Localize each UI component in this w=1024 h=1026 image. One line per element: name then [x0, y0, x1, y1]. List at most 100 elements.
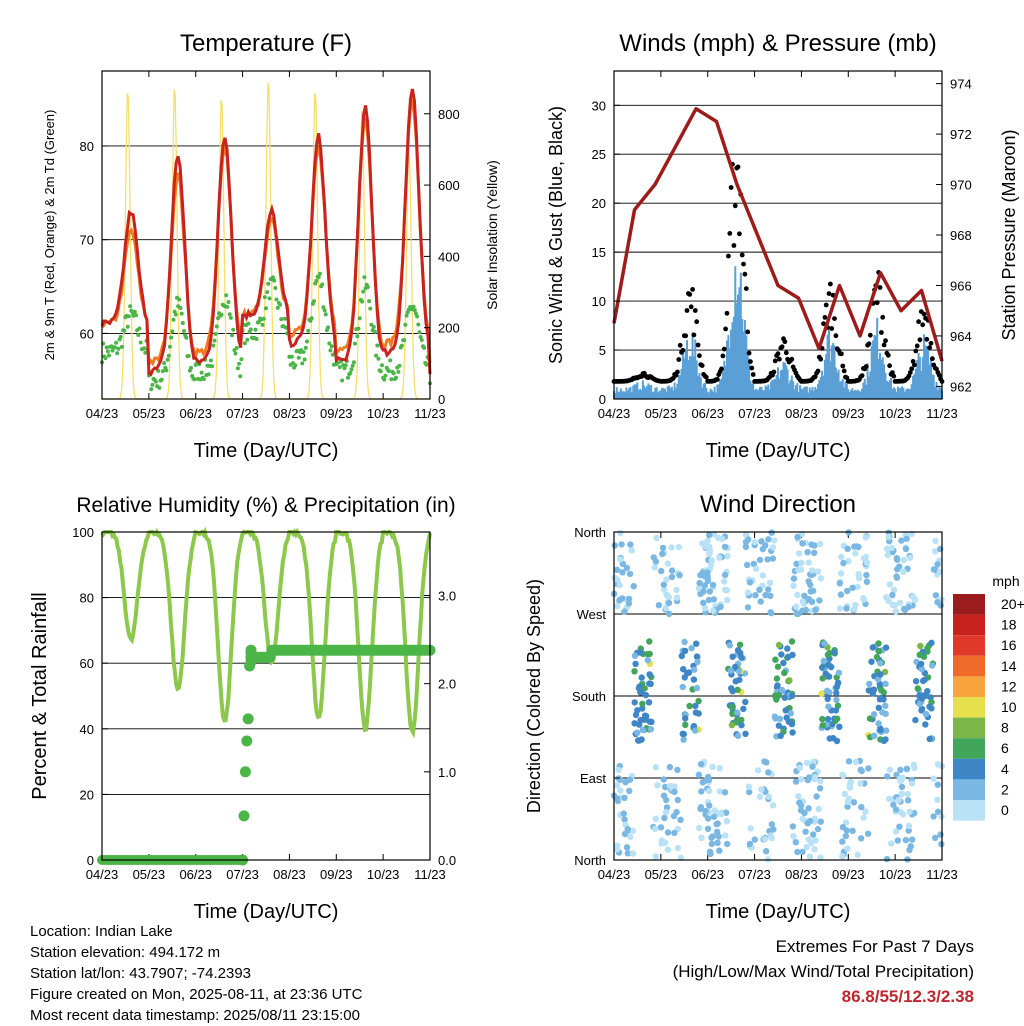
- direction-point: [744, 604, 752, 611]
- direction-point: [734, 709, 741, 716]
- dewpoint-point: [142, 346, 147, 351]
- direction-point: [663, 576, 670, 583]
- direction-point: [621, 816, 628, 823]
- y-right-tick-label: 974: [950, 77, 972, 92]
- gust-point: [883, 338, 888, 344]
- direction-point: [785, 653, 792, 660]
- direction-point: [820, 657, 827, 665]
- y-right-tick-label: 600: [438, 178, 460, 193]
- dewpoint-point: [412, 308, 417, 313]
- direction-point: [701, 582, 708, 589]
- x-tick-label: 07/23: [226, 867, 259, 882]
- legend-label: 0: [1001, 802, 1009, 818]
- gust-point: [749, 365, 755, 371]
- y-tick-label: 5: [599, 343, 606, 358]
- gust-point: [815, 368, 821, 374]
- direction-point: [824, 695, 831, 703]
- direction-point: [860, 814, 867, 821]
- direction-point: [671, 829, 678, 837]
- direction-point: [768, 821, 775, 828]
- direction-point: [650, 554, 657, 561]
- direction-point: [694, 658, 701, 666]
- direction-point: [855, 571, 862, 578]
- direction-point: [934, 561, 941, 568]
- direction-point: [837, 570, 845, 577]
- direction-point: [833, 683, 840, 691]
- direction-point: [814, 825, 822, 833]
- x-tick-label: 10/23: [879, 867, 912, 882]
- dewpoint-point: [303, 345, 308, 350]
- direction-point: [932, 592, 940, 599]
- dewpoint-point: [306, 328, 311, 333]
- gust-point: [891, 373, 897, 379]
- direction-point: [751, 538, 758, 546]
- x-axis-label: Time (Day/UTC): [194, 901, 339, 923]
- y-right-tick-label: 1.0: [438, 765, 456, 780]
- gust-point: [695, 342, 701, 348]
- direction-point: [716, 765, 723, 772]
- direction-point: [761, 835, 769, 843]
- direction-point: [754, 767, 762, 774]
- pressure-series: [612, 107, 944, 362]
- direction-point: [893, 556, 901, 563]
- direction-point: [839, 824, 847, 831]
- direction-point: [834, 715, 841, 722]
- direction-point: [825, 673, 833, 680]
- direction-point: [734, 732, 742, 739]
- temp-2m-series: [100, 88, 432, 377]
- latlon-text: Station lat/lon: 43.7907; -74.2393: [30, 965, 252, 982]
- direction-point: [905, 603, 912, 611]
- direction-point: [905, 827, 912, 834]
- dewpoint-point: [374, 353, 379, 358]
- direction-point: [702, 807, 709, 815]
- y-axis-label: Sonic Wind & Gust (Blue, Black): [546, 106, 566, 364]
- x-tick-label: 11/23: [926, 867, 958, 882]
- gust-point: [745, 329, 751, 335]
- direction-point: [644, 657, 651, 664]
- direction-point: [930, 775, 937, 782]
- direction-point: [647, 726, 655, 733]
- dewpoint-point: [316, 275, 321, 280]
- direction-point: [774, 663, 782, 670]
- direction-point: [631, 668, 638, 675]
- chart-title: Winds (mph) & Pressure (mb): [619, 30, 936, 57]
- direction-point: [898, 783, 906, 790]
- direction-point: [742, 538, 750, 546]
- winds-pressure-chart: Winds (mph) & Pressure (mb) 04/23 05/23 06/…: [546, 30, 1019, 462]
- direction-point: [666, 610, 673, 618]
- direction-point: [884, 551, 891, 559]
- direction-point: [882, 702, 889, 709]
- dewpoint-point: [150, 382, 155, 387]
- x-tick-label: 06/23: [179, 867, 212, 882]
- humidity-precip-chart: Relative Humidity (%) & Precipitation (i…: [29, 494, 456, 923]
- dewpoint-point: [182, 329, 186, 333]
- direction-point: [906, 808, 913, 815]
- dewpoint-point: [417, 330, 422, 335]
- direction-point: [883, 855, 891, 863]
- direction-point: [909, 836, 916, 843]
- dewpoint-point: [103, 356, 108, 361]
- gust-point: [841, 368, 847, 374]
- direction-point: [692, 727, 699, 734]
- direction-point: [697, 761, 705, 768]
- x-tick-label: 05/23: [645, 867, 678, 882]
- direction-point: [789, 823, 797, 830]
- x-tick-label: 07/23: [226, 406, 259, 421]
- direction-point: [618, 541, 625, 548]
- speed-legend: mph 20+ 18 16 14 12 10 8 6 4 2 0: [953, 573, 1024, 821]
- direction-point: [702, 777, 709, 784]
- direction-point: [624, 850, 631, 857]
- recent-data-text: Most recent data timestamp: 2025/08/11 2…: [30, 1007, 360, 1024]
- direction-point: [932, 537, 939, 545]
- direction-point: [691, 666, 698, 673]
- dewpoint-point: [368, 306, 373, 311]
- direction-point: [765, 536, 772, 543]
- direction-point: [799, 598, 807, 605]
- x-tick-label: 08/23: [273, 867, 306, 882]
- direction-point: [639, 705, 646, 712]
- gust-point: [690, 287, 695, 292]
- y-tick-label: West: [577, 607, 607, 622]
- direction-point: [705, 787, 713, 795]
- direction-point: [813, 793, 820, 800]
- direction-point: [888, 544, 896, 551]
